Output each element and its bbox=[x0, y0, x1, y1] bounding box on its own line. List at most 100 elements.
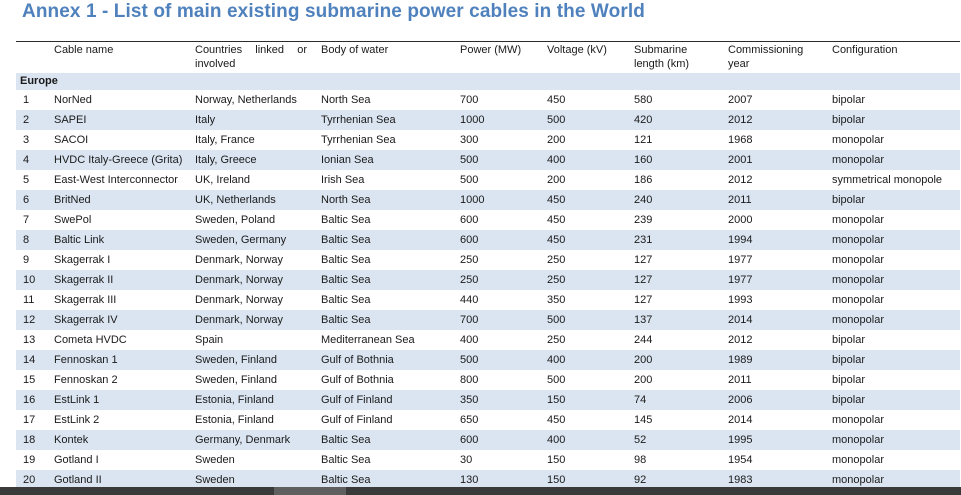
cell-body-of-water: Gulf of Finland bbox=[321, 414, 393, 426]
cell-voltage: 150 bbox=[547, 474, 566, 486]
cell-cable-name: SAPEI bbox=[54, 114, 87, 126]
cell-configuration: bipolar bbox=[832, 114, 866, 126]
row-number: 20 bbox=[23, 474, 36, 486]
table-row: 7 SwePol Sweden, Poland Baltic Sea 600 450 239… bbox=[16, 210, 960, 230]
row-number: 9 bbox=[23, 254, 30, 266]
cell-configuration: bipolar bbox=[832, 194, 866, 206]
cell-submarine-length: 121 bbox=[634, 134, 653, 146]
table-row: 12 Skagerrak IV Denmark, Norway Baltic Sea 7… bbox=[16, 310, 960, 330]
cell-commissioning-year: 1989 bbox=[728, 354, 753, 366]
cell-cable-name: NorNed bbox=[54, 94, 92, 106]
table-row: 16 EstLink 1 Estonia, Finland Gulf of Finla… bbox=[16, 390, 960, 410]
cell-body-of-water: Baltic Sea bbox=[321, 234, 371, 246]
cell-body-of-water: Ionian Sea bbox=[321, 154, 374, 166]
cell-commissioning-year: 2011 bbox=[728, 194, 752, 206]
cell-configuration: symmetrical monopole bbox=[832, 174, 943, 186]
cell-submarine-length: 186 bbox=[634, 174, 653, 186]
table-row: 2 SAPEI Italy Tyrrhenian Sea 1000 500 420 2012 b… bbox=[16, 110, 960, 130]
cell-commissioning-year: 1995 bbox=[728, 434, 753, 446]
cell-commissioning-year: 2014 bbox=[728, 314, 753, 326]
cell-countries: Sweden bbox=[195, 454, 235, 466]
cell-configuration: monopolar bbox=[832, 234, 884, 246]
cell-configuration: monopolar bbox=[832, 134, 884, 146]
cell-cable-name: Gotland I bbox=[54, 454, 99, 466]
row-number: 19 bbox=[23, 454, 36, 466]
horizontal-scrollbar[interactable] bbox=[0, 487, 961, 495]
table-row: 5 East-West Interconnector UK, Ireland Iris… bbox=[16, 170, 960, 190]
cell-voltage: 200 bbox=[547, 174, 566, 186]
cell-body-of-water: Baltic Sea bbox=[321, 214, 371, 226]
header-body-of-water: Body of water bbox=[321, 44, 389, 56]
cell-voltage: 400 bbox=[547, 154, 566, 166]
header-submarine-length: Submarine length (km) bbox=[634, 44, 690, 70]
cell-commissioning-year: 2001 bbox=[728, 154, 753, 166]
cell-cable-name: Cometa HVDC bbox=[54, 334, 127, 346]
cell-power: 500 bbox=[460, 174, 479, 186]
cell-commissioning-year: 2012 bbox=[728, 114, 753, 126]
cell-commissioning-year: 1968 bbox=[728, 134, 753, 146]
cell-cable-name: Skagerrak III bbox=[54, 294, 117, 306]
cell-power: 500 bbox=[460, 154, 479, 166]
row-number: 13 bbox=[23, 334, 36, 346]
cell-commissioning-year: 1977 bbox=[728, 254, 753, 266]
cell-power: 250 bbox=[460, 254, 479, 266]
cell-commissioning-year: 1983 bbox=[728, 474, 753, 486]
cell-configuration: bipolar bbox=[832, 334, 866, 346]
table-row: 18 Kontek Germany, Denmark Baltic Sea 600 400… bbox=[16, 430, 960, 450]
cell-submarine-length: 231 bbox=[634, 234, 653, 246]
cell-voltage: 500 bbox=[547, 114, 566, 126]
row-number: 7 bbox=[23, 214, 30, 226]
cell-submarine-length: 127 bbox=[634, 254, 653, 266]
cell-submarine-length: 239 bbox=[634, 214, 653, 226]
cell-body-of-water: Baltic Sea bbox=[321, 254, 371, 266]
cell-cable-name: BritNed bbox=[54, 194, 91, 206]
cell-voltage: 500 bbox=[547, 374, 566, 386]
cell-cable-name: HVDC Italy-Greece (Grita) bbox=[54, 154, 183, 166]
cell-commissioning-year: 2014 bbox=[728, 414, 753, 426]
table-row: 17 EstLink 2 Estonia, Finland Gulf of Finla… bbox=[16, 410, 960, 430]
cell-submarine-length: 145 bbox=[634, 414, 653, 426]
cell-cable-name: Skagerrak IV bbox=[54, 314, 118, 326]
cell-power: 30 bbox=[460, 454, 473, 466]
cell-commissioning-year: 2012 bbox=[728, 334, 753, 346]
cell-commissioning-year: 2006 bbox=[728, 394, 753, 406]
cell-voltage: 250 bbox=[547, 334, 566, 346]
cell-configuration: monopolar bbox=[832, 154, 884, 166]
cell-cable-name: Skagerrak I bbox=[54, 254, 111, 266]
cell-power: 600 bbox=[460, 214, 479, 226]
cell-power: 300 bbox=[460, 134, 479, 146]
cell-countries: Spain bbox=[195, 334, 224, 346]
cell-submarine-length: 240 bbox=[634, 194, 653, 206]
cell-body-of-water: Baltic Sea bbox=[321, 474, 371, 486]
cell-submarine-length: 127 bbox=[634, 294, 653, 306]
cell-cable-name: SACOI bbox=[54, 134, 89, 146]
cell-commissioning-year: 1994 bbox=[728, 234, 753, 246]
table-row: 1 NorNed Norway, Netherlands North Sea 700 45… bbox=[16, 90, 960, 110]
cell-countries: Sweden bbox=[195, 474, 235, 486]
table-row: 3 SACOI Italy, France Tyrrhenian Sea 300 200 1… bbox=[16, 130, 960, 150]
cell-cable-name: Fennoskan 2 bbox=[54, 374, 118, 386]
row-number: 8 bbox=[23, 234, 30, 246]
cell-commissioning-year: 1993 bbox=[728, 294, 753, 306]
cell-cable-name: Gotland II bbox=[54, 474, 102, 486]
cell-cable-name: Baltic Link bbox=[54, 234, 105, 246]
cell-submarine-length: 92 bbox=[634, 474, 647, 486]
row-number: 17 bbox=[23, 414, 36, 426]
cell-body-of-water: Baltic Sea bbox=[321, 314, 371, 326]
cell-submarine-length: 200 bbox=[634, 354, 653, 366]
cell-voltage: 450 bbox=[547, 234, 566, 246]
scrollbar-thumb[interactable] bbox=[274, 487, 346, 495]
cell-configuration: monopolar bbox=[832, 474, 884, 486]
cell-voltage: 200 bbox=[547, 134, 566, 146]
row-number: 12 bbox=[23, 314, 36, 326]
table-row: 9 Skagerrak I Denmark, Norway Baltic Sea 250… bbox=[16, 250, 960, 270]
cell-submarine-length: 98 bbox=[634, 454, 647, 466]
cell-configuration: bipolar bbox=[832, 94, 866, 106]
cell-power: 600 bbox=[460, 434, 479, 446]
cell-body-of-water: Baltic Sea bbox=[321, 454, 371, 466]
cell-body-of-water: Tyrrhenian Sea bbox=[321, 134, 396, 146]
cell-body-of-water: North Sea bbox=[321, 194, 371, 206]
cell-cable-name: Fennoskan 1 bbox=[54, 354, 118, 366]
cell-voltage: 500 bbox=[547, 314, 566, 326]
cell-countries: Denmark, Norway bbox=[195, 294, 284, 306]
